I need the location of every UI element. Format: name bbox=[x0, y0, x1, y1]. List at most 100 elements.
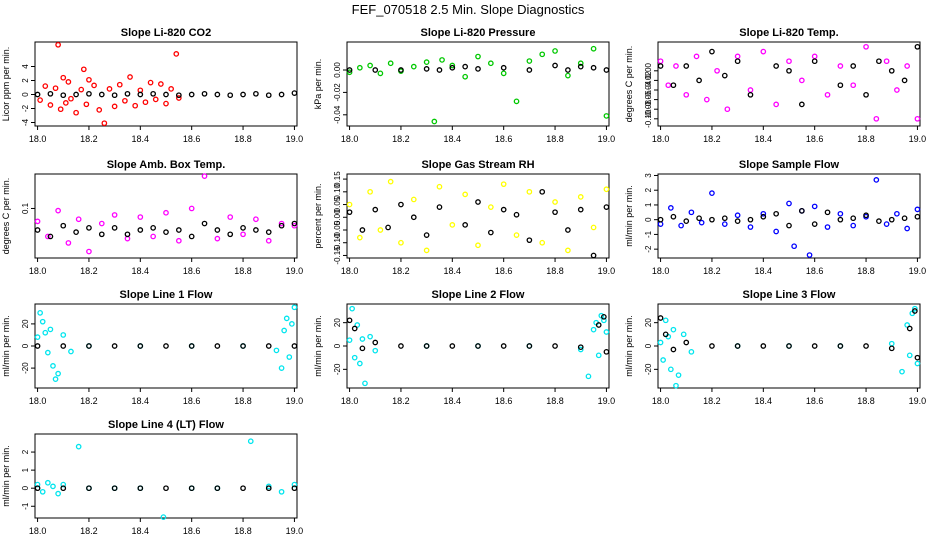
data-point-black bbox=[291, 343, 298, 349]
data-point-black bbox=[577, 63, 584, 70]
data-point-black bbox=[86, 90, 92, 97]
data-point-black bbox=[487, 229, 494, 236]
data-point bbox=[585, 373, 592, 380]
data-point-black bbox=[60, 343, 67, 349]
data-point-black bbox=[240, 485, 246, 492]
data-point bbox=[55, 490, 61, 497]
data-point bbox=[367, 333, 373, 340]
data-point bbox=[175, 95, 182, 101]
data-point bbox=[44, 479, 51, 486]
data-point bbox=[201, 173, 208, 180]
data-point bbox=[714, 67, 720, 74]
data-point-black bbox=[47, 90, 54, 97]
data-point bbox=[670, 326, 677, 333]
data-point bbox=[283, 315, 290, 322]
data-point bbox=[678, 222, 684, 229]
data-point-black bbox=[747, 91, 754, 98]
data-point bbox=[487, 60, 494, 67]
data-point bbox=[111, 103, 118, 110]
x-tick-label: 18.0 bbox=[29, 526, 47, 536]
data-point bbox=[760, 48, 767, 55]
x-tick-label: 18.8 bbox=[234, 266, 252, 276]
data-point-black bbox=[552, 343, 558, 349]
data-point bbox=[904, 63, 911, 69]
data-point-black bbox=[175, 92, 182, 99]
data-point-black bbox=[137, 227, 144, 233]
y-tick-label: -0.10 bbox=[644, 109, 653, 128]
data-point-black bbox=[359, 345, 366, 352]
x-tick-label: 19.0 bbox=[909, 266, 927, 276]
data-point-black bbox=[291, 220, 298, 227]
plot-frame bbox=[34, 433, 298, 519]
x-tick-label: 19.0 bbox=[598, 266, 616, 276]
data-point-black bbox=[837, 82, 844, 89]
data-point bbox=[824, 91, 831, 98]
y-tick-label: 2 bbox=[21, 449, 30, 454]
data-point-black bbox=[721, 215, 728, 222]
plot-frame bbox=[346, 41, 610, 127]
data-point bbox=[449, 222, 456, 228]
data-point-black bbox=[837, 343, 844, 349]
data-point bbox=[57, 106, 64, 113]
data-point-black bbox=[657, 216, 664, 223]
data-point bbox=[693, 53, 700, 60]
data-point-black bbox=[214, 485, 221, 492]
data-point bbox=[667, 366, 674, 373]
data-point bbox=[904, 225, 911, 232]
data-point bbox=[55, 207, 61, 214]
y-tick-label: 1 bbox=[21, 467, 30, 472]
y-tick-label: 3 bbox=[644, 173, 653, 178]
data-point-black bbox=[214, 91, 221, 98]
y-tick-label: -0.02 bbox=[644, 71, 653, 90]
y-tick-label: 0 bbox=[21, 343, 30, 348]
data-point bbox=[675, 372, 682, 379]
data-point bbox=[899, 368, 905, 375]
data-point bbox=[52, 376, 59, 383]
data-point bbox=[68, 95, 74, 102]
data-point bbox=[377, 70, 384, 77]
data-point bbox=[75, 216, 82, 223]
data-point bbox=[734, 53, 741, 60]
data-point bbox=[91, 82, 97, 89]
data-point bbox=[657, 339, 664, 346]
x-tick-label: 18.2 bbox=[392, 134, 410, 144]
chart-title: Slope Li-820 Pressure bbox=[421, 27, 536, 39]
data-point bbox=[106, 86, 113, 92]
data-point-black bbox=[372, 67, 379, 73]
x-tick-label: 18.0 bbox=[652, 134, 670, 144]
y-axis-label: degrees C per min. bbox=[1, 178, 11, 255]
data-point-black bbox=[385, 224, 391, 231]
data-point-black bbox=[526, 343, 533, 349]
data-point bbox=[214, 235, 221, 242]
data-point bbox=[539, 239, 546, 246]
data-point-black bbox=[595, 322, 602, 328]
data-point-black bbox=[709, 343, 715, 349]
x-tick-label: 18.0 bbox=[341, 266, 359, 276]
data-point-black bbox=[291, 485, 298, 492]
data-point bbox=[906, 352, 913, 359]
data-point-black bbox=[436, 204, 443, 210]
plot-frame bbox=[657, 303, 921, 389]
x-tick-label: 19.0 bbox=[286, 134, 304, 144]
data-point-black bbox=[150, 90, 157, 97]
data-point bbox=[116, 81, 123, 88]
data-point-black bbox=[449, 343, 456, 349]
data-point bbox=[747, 224, 754, 230]
data-point-black bbox=[670, 213, 677, 220]
y-tick-label: 20 bbox=[644, 318, 653, 327]
data-point bbox=[60, 481, 67, 488]
chart-title: Slope Amb. Box Temp. bbox=[107, 159, 226, 171]
data-point bbox=[721, 221, 728, 227]
data-point bbox=[291, 222, 298, 229]
data-point-black bbox=[657, 63, 664, 69]
plot-frame bbox=[34, 41, 298, 127]
data-point bbox=[173, 51, 180, 57]
data-point bbox=[577, 346, 584, 353]
data-point bbox=[914, 115, 921, 122]
x-tick-label: 18.2 bbox=[703, 266, 721, 276]
data-point-black bbox=[901, 215, 908, 222]
data-point bbox=[147, 79, 154, 86]
data-point bbox=[603, 329, 610, 335]
data-point-black bbox=[163, 91, 169, 98]
data-point bbox=[888, 340, 895, 347]
